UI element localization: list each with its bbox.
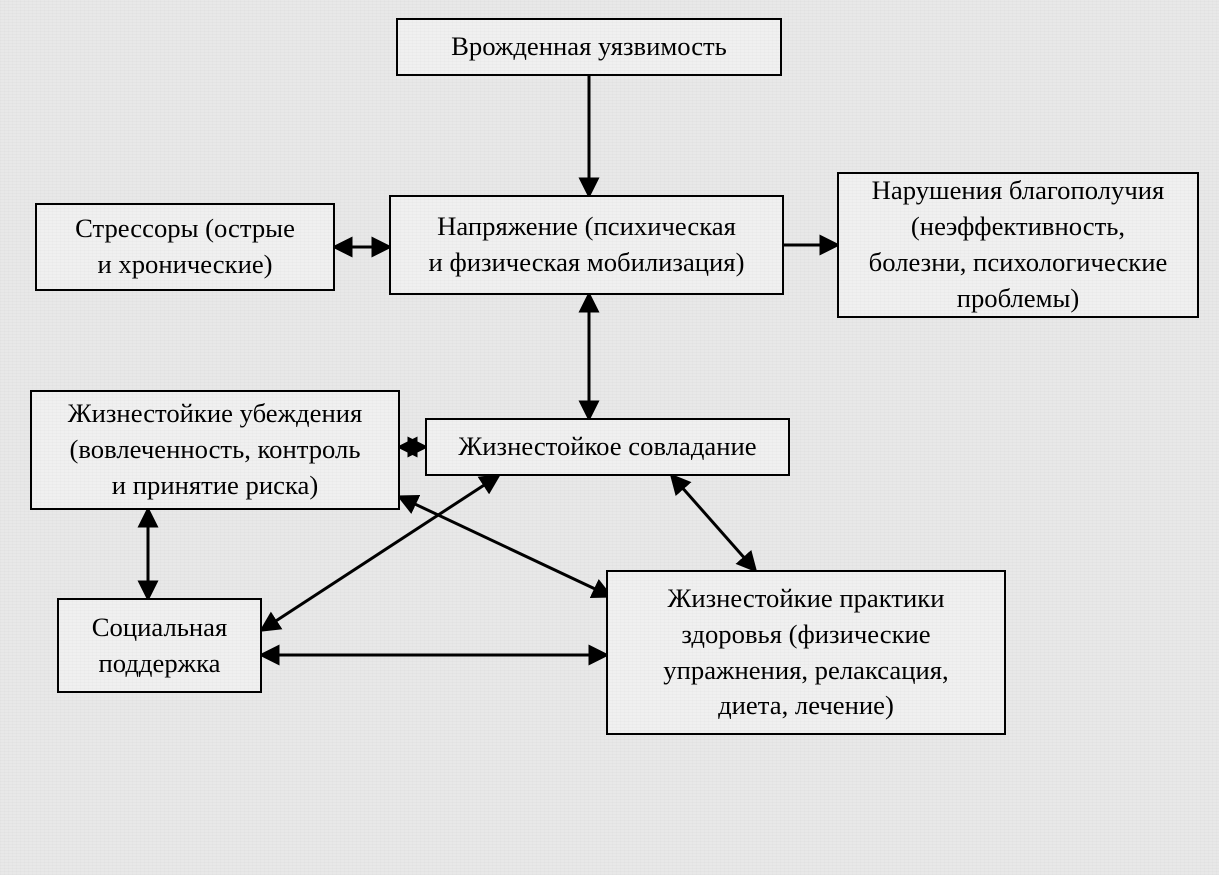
node-label: Врожденная уязвимость bbox=[451, 29, 727, 65]
node-stressors: Стрессоры (острыеи хронические) bbox=[35, 203, 335, 291]
node-label: Нарушения благополучия(неэффективность,б… bbox=[869, 173, 1168, 317]
node-hardy-coping: Жизнестойкое совладание bbox=[425, 418, 790, 476]
node-label: Жизнестойкие убеждения(вовлеченность, ко… bbox=[68, 396, 363, 504]
node-innate-vulnerability: Врожденная уязвимость bbox=[396, 18, 782, 76]
node-hardy-beliefs: Жизнестойкие убеждения(вовлеченность, ко… bbox=[30, 390, 400, 510]
node-wellbeing-impairment: Нарушения благополучия(неэффективность,б… bbox=[837, 172, 1199, 318]
node-label: Напряжение (психическаяи физическая моби… bbox=[429, 209, 745, 281]
node-label: Стрессоры (острыеи хронические) bbox=[75, 211, 295, 283]
node-social-support: Социальнаяподдержка bbox=[57, 598, 262, 693]
hardiness-model-diagram: Врожденная уязвимость Стрессоры (острыеи… bbox=[0, 0, 1219, 875]
node-label: Жизнестойкие практикиздоровья (физически… bbox=[663, 581, 948, 725]
node-strain: Напряжение (психическаяи физическая моби… bbox=[389, 195, 784, 295]
node-hardy-health-practices: Жизнестойкие практикиздоровья (физически… bbox=[606, 570, 1006, 735]
node-label: Жизнестойкое совладание bbox=[458, 429, 756, 465]
node-label: Социальнаяподдержка bbox=[92, 610, 228, 682]
